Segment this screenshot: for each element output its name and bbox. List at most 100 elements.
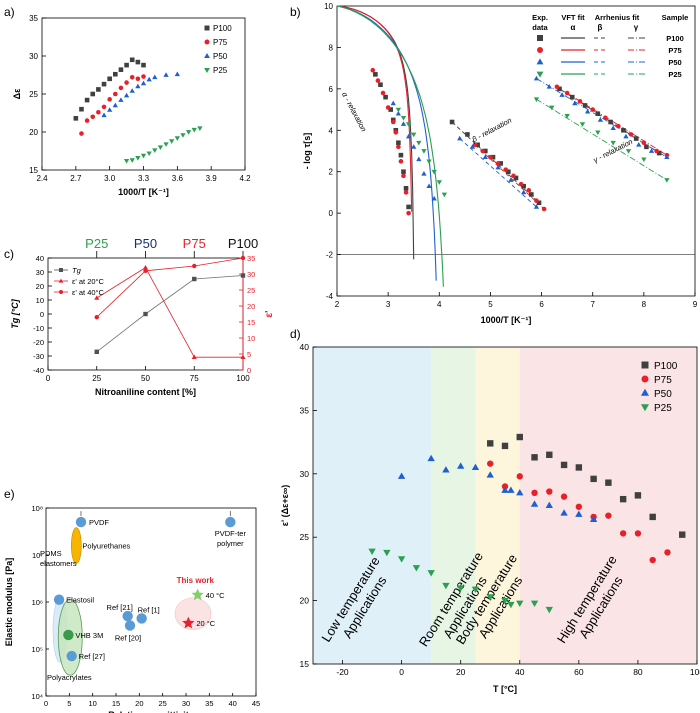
e-x-tick-label: 15 bbox=[112, 699, 120, 708]
b-point-beta-P100 bbox=[465, 132, 470, 137]
d-point-P100 bbox=[487, 440, 494, 447]
e-label-polyacrylates: Polyacrylates bbox=[47, 673, 92, 682]
d-legend-label: P25 bbox=[654, 403, 672, 414]
b-point-gamma-P75 bbox=[628, 132, 634, 137]
c-top-label: P100 bbox=[228, 236, 258, 251]
b-point-beta-P50 bbox=[508, 177, 514, 182]
b-point-alpha-P50 bbox=[421, 171, 427, 176]
e-annotation-this-work: This work bbox=[177, 576, 215, 585]
plot-frame bbox=[312, 346, 698, 665]
a-x-tick-label: 3.9 bbox=[206, 174, 218, 183]
c-point-T_g bbox=[192, 276, 197, 282]
a-point-P75 bbox=[129, 74, 135, 80]
b-legend-label: P75 bbox=[668, 46, 681, 55]
b-x-tick-label: 9 bbox=[693, 300, 698, 309]
d-point-P75 bbox=[619, 530, 627, 537]
a-x-tick-label: 3.6 bbox=[172, 174, 184, 183]
e-y-tick-label: 10⁶ bbox=[32, 598, 43, 607]
a-point-P25 bbox=[152, 148, 158, 153]
b-point-alpha-P25 bbox=[405, 122, 412, 127]
b-legend-label: P50 bbox=[668, 58, 681, 67]
b-point-alpha-P75 bbox=[401, 173, 406, 179]
a-legend-label: P100 bbox=[213, 24, 232, 33]
b-point-gamma-P100 bbox=[656, 150, 662, 156]
b-legend-header-exp: Exp. bbox=[532, 13, 548, 22]
c-y2-tick-label: 0 bbox=[247, 366, 251, 375]
b-point-alpha-P50 bbox=[411, 144, 417, 149]
b-point-gamma-P50 bbox=[597, 117, 604, 122]
c-y2-tick-label: 20 bbox=[247, 302, 255, 311]
b-point-beta-P50 bbox=[469, 144, 476, 149]
a-point-P100 bbox=[118, 67, 124, 72]
b-point-alpha-P100 bbox=[398, 152, 404, 158]
b-y-tick-label: 4 bbox=[329, 126, 334, 135]
b-point-beta-P75 bbox=[534, 198, 539, 204]
a-point-P50 bbox=[101, 112, 107, 118]
d-x-tick-label: 40 bbox=[515, 667, 525, 677]
d-point-P25 bbox=[530, 600, 539, 607]
d-point-P100 bbox=[649, 513, 656, 521]
d-point-P75 bbox=[487, 460, 494, 467]
a-y-tick-label: 35 bbox=[29, 14, 38, 23]
a-point-P75 bbox=[90, 114, 96, 120]
b-point-alpha-P75 bbox=[370, 67, 376, 73]
b-point-alpha-P50 bbox=[426, 183, 432, 189]
b-point-alpha-P75 bbox=[403, 190, 409, 195]
b-point-gamma-P50 bbox=[533, 75, 540, 81]
a-legend-marker-P50 bbox=[204, 53, 210, 58]
c-y2-axis-title: ε' bbox=[264, 310, 275, 317]
e-label-40c: 40 °C bbox=[206, 591, 225, 600]
b-point-beta-P50 bbox=[521, 189, 527, 195]
e-y-tick-label: 10⁴ bbox=[31, 692, 43, 701]
b-point-beta-P50 bbox=[482, 154, 488, 160]
a-point-P100 bbox=[79, 106, 84, 112]
d-point-P100 bbox=[531, 454, 538, 461]
b-point-gamma-P50 bbox=[610, 125, 616, 131]
d-point-P25 bbox=[397, 556, 406, 563]
b-y-axis-title: - log τ[s] bbox=[302, 133, 312, 170]
e-point-ref-21- bbox=[122, 610, 133, 622]
a-point-P100 bbox=[73, 116, 79, 121]
a-point-P25 bbox=[174, 136, 180, 141]
c-line-T_g bbox=[96, 275, 244, 353]
b-point-alpha-P100 bbox=[401, 169, 406, 175]
b-point-gamma-P25 bbox=[664, 178, 670, 183]
d-zone-background bbox=[431, 347, 476, 664]
b-point-gamma-P25 bbox=[579, 122, 586, 127]
d-point-P50 bbox=[471, 463, 480, 471]
d-point-P50 bbox=[530, 500, 539, 507]
a-legend-marker-P100 bbox=[204, 25, 210, 31]
c-legend-label: ε' at 40°C bbox=[72, 288, 105, 297]
d-point-P100 bbox=[634, 492, 642, 499]
a-point-P50 bbox=[129, 88, 135, 93]
b-point-gamma-P50 bbox=[559, 92, 565, 97]
d-point-P100 bbox=[590, 475, 597, 483]
a-point-P25 bbox=[180, 133, 186, 138]
e-label-pvdf: PVDF bbox=[89, 518, 109, 527]
b-point-beta-P100 bbox=[483, 148, 488, 154]
d-point-P75 bbox=[516, 473, 523, 480]
a-point-P75 bbox=[135, 76, 141, 82]
a-point-P25 bbox=[197, 126, 203, 131]
b-point-gamma-P50 bbox=[623, 133, 629, 139]
b-point-alpha-P50 bbox=[395, 110, 402, 116]
d-point-P50 bbox=[545, 501, 553, 509]
a-point-P75 bbox=[96, 109, 101, 115]
d-point-P25 bbox=[442, 582, 450, 590]
d-x-tick-label: -20 bbox=[336, 667, 349, 677]
a-point-P50 bbox=[112, 102, 118, 108]
c-legend-marker-eps_20C bbox=[58, 278, 64, 283]
e-x-tick-label: 10 bbox=[88, 699, 96, 708]
b-point-alpha-P50 bbox=[416, 156, 422, 162]
panel-b-relaxation-map: b) 2 3 4 5 6 7 8 9 -4 -2 0 2 4 6 8 10 1000/T [K⁻¹] - log τ… bbox=[290, 2, 698, 325]
c-y-tick-label: -20 bbox=[33, 338, 44, 347]
a-point-P75 bbox=[107, 97, 112, 102]
c-point-eps_40C bbox=[94, 315, 99, 320]
b-point-gamma-P50 bbox=[546, 84, 552, 89]
a-y-tick-label: 20 bbox=[29, 128, 38, 137]
d-point-P25 bbox=[383, 549, 391, 557]
b-point-gamma-P75 bbox=[554, 84, 560, 90]
d-legend-label: P75 bbox=[654, 375, 672, 386]
b-point-beta-P50 bbox=[533, 204, 540, 209]
